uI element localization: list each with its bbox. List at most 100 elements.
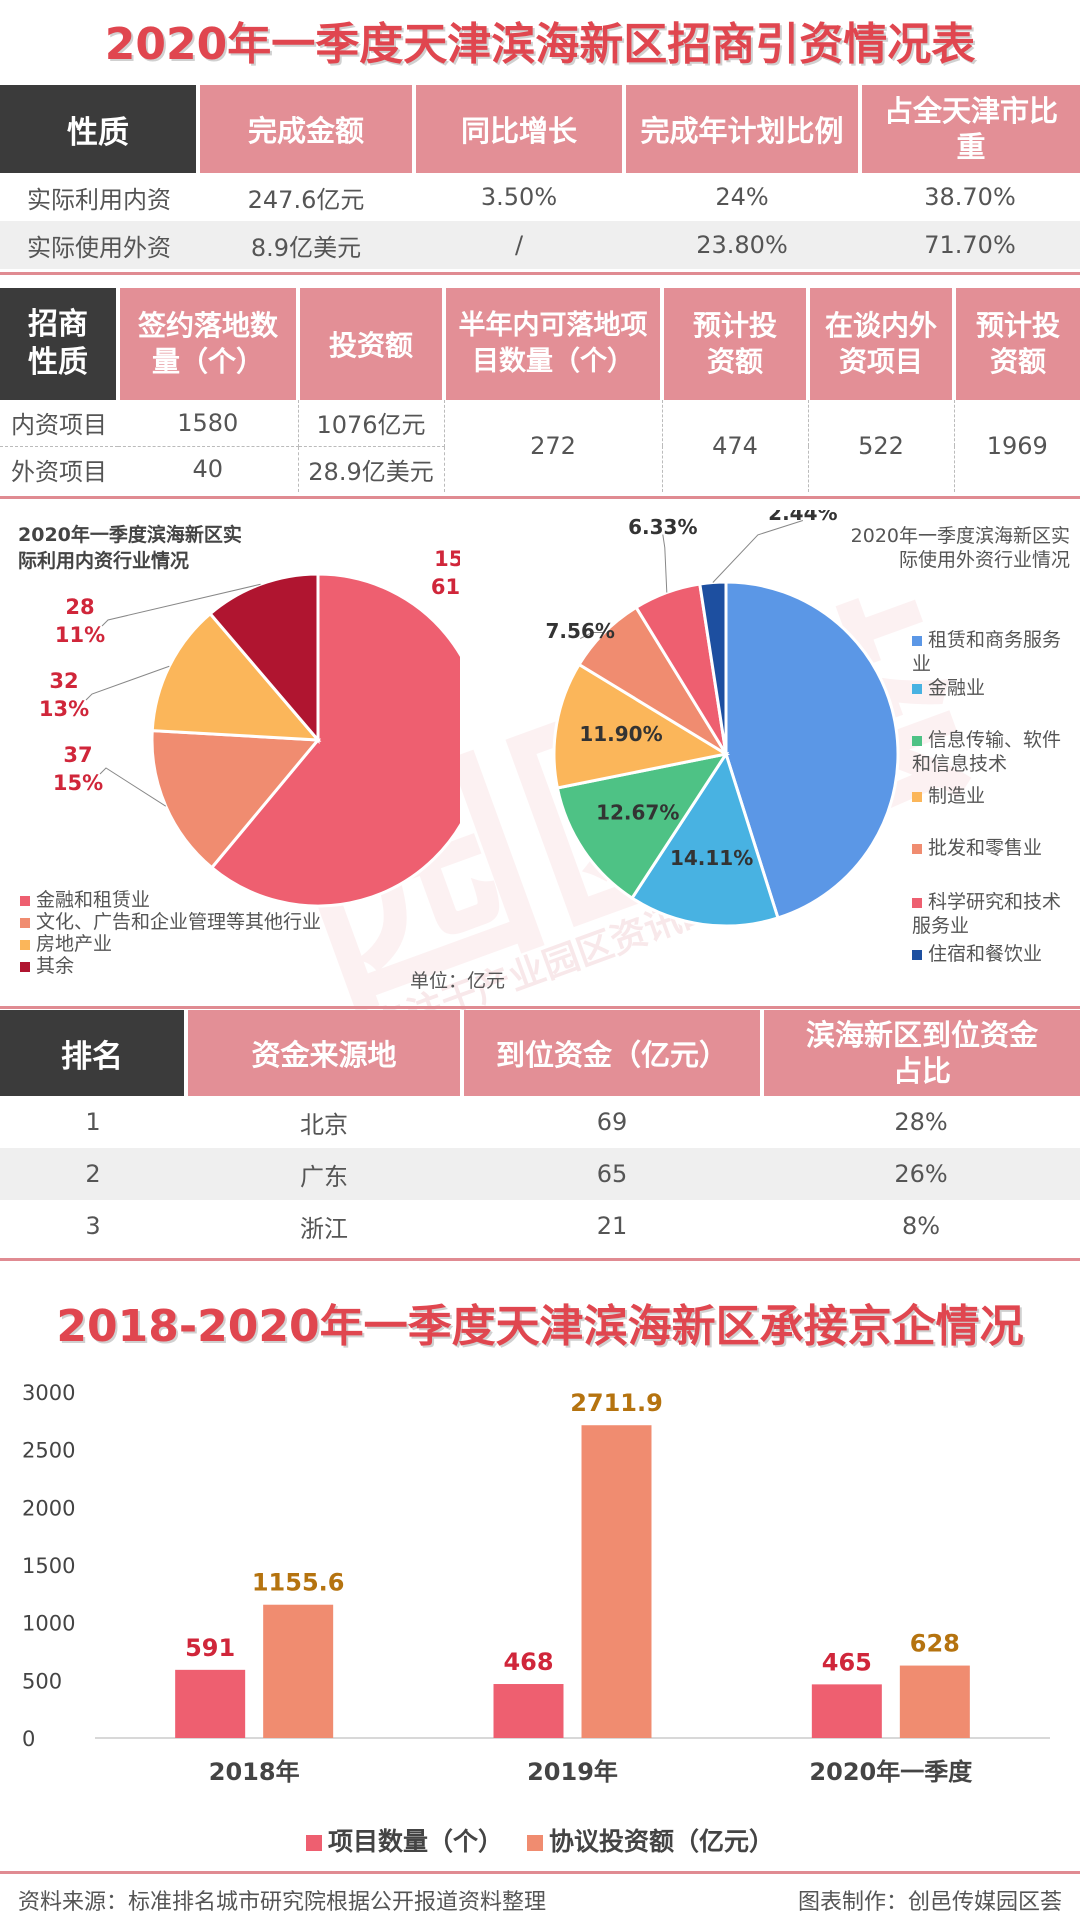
page-title: 2020年一季度天津滨海新区招商引资情况表 [104, 19, 976, 70]
legend-label: 协议投资额（亿元） [549, 1827, 775, 1856]
legend-swatch [305, 1835, 322, 1851]
beijing-enterprises-bar-chart: 0 500 1000 1500 2000 2500 3000 591 1155.6 2018年 46… [22, 1381, 1050, 1786]
credit-note: 图表制作：创邑传媒园区荟 [797, 1890, 1062, 1915]
y-tick-label: 2000 [22, 1496, 75, 1520]
t1-header-4: 占全天津市比重 [860, 85, 1080, 173]
t2-cell: 1580 [118, 400, 299, 447]
table-row: 外资项目 40 28.9亿美元 [0, 446, 1080, 492]
t2-header-1: 签约落地数量（个） [118, 288, 300, 400]
t2-cell: 28.9亿美元 [298, 446, 445, 492]
y-tick-label: 2500 [22, 1439, 75, 1463]
legend-swatch [912, 897, 922, 908]
pie2-leader-line [662, 534, 668, 593]
pie1-slice [150, 728, 322, 870]
pie2-legend-item: 制造业 [912, 784, 1062, 808]
legend-label: 信息传输、软件和信息技术 [912, 729, 1062, 775]
rank-cell: 广东 [300, 1162, 348, 1191]
pie2-slice [724, 580, 900, 920]
bar-value-label: 2711.9 [570, 1389, 663, 1417]
investment-summary-table: 性质 完成金额 同比增长 完成年计划比例 占全天津市比重 实际利用内资 247.… [0, 85, 1080, 269]
foreign-capital-pie-chart: 45.22% 14.11% 12.67% 11.90% 7.56% 6.33% 2.44% [546, 510, 900, 928]
bar-chart-title: 2018-2020年一季度天津滨海新区承接京企情况 [56, 1301, 1024, 1352]
bar-value-label: 465 [822, 1648, 872, 1676]
t1-header-2: 同比增长 [414, 85, 626, 173]
pie1-title: 2020年一季度滨海新区实际利用内资行业情况 [18, 524, 242, 572]
pie1-leader-line [99, 767, 167, 807]
pie1-pct-label: 13% [39, 697, 89, 721]
rank-cell: 28% [894, 1108, 948, 1136]
bar [899, 1665, 970, 1738]
legend-label: 租赁和商务服务业 [912, 629, 1062, 675]
pie2-pct-label: 6.33% [628, 515, 697, 539]
pie2-slice [555, 751, 730, 901]
t2-cell: 40 [118, 446, 299, 492]
t1-cell: 8.9亿美元 [250, 233, 362, 262]
source-note: 资料来源：标准排名城市研究院根据公开报道资料整理 [18, 1890, 547, 1915]
pie1-legend-item: 文化、广告和企业管理等其他行业 [20, 907, 321, 934]
pie1-slice [150, 611, 322, 742]
divider [0, 272, 1080, 275]
table-row: 2 广东 65 26% [0, 1148, 1080, 1200]
legend-swatch [912, 949, 922, 960]
y-tick-label: 500 [22, 1669, 62, 1693]
pie1-legend-item: 其余 [20, 951, 74, 978]
legend-swatch [912, 843, 922, 854]
t1-header-3: 完成年计划比例 [624, 85, 862, 173]
pie2-slice [552, 662, 731, 790]
pie2-legend-item: 租赁和商务服务业 [912, 628, 1062, 676]
legend-label: 项目数量（个） [327, 1827, 503, 1856]
legend-swatch [912, 791, 922, 802]
bar-legend: 项目数量（个） 协议投资额（亿元） [0, 1822, 1080, 1858]
rank-cell: 2 [85, 1160, 101, 1188]
divider [0, 496, 1080, 499]
t1-cell: 71.70% [924, 231, 1016, 259]
pie1-leader-line [101, 583, 261, 627]
pie1-pct-label: 61% [431, 575, 460, 599]
t2-merged-cell: 474 [662, 400, 809, 492]
legend-swatch [20, 961, 30, 972]
legend-label: 住宿和餐饮业 [928, 943, 1043, 965]
legend-label: 其余 [36, 955, 75, 977]
bar-value-label: 468 [503, 1648, 553, 1676]
pie2-slice [629, 750, 780, 928]
pie1-unit-note: 单位：亿元 [410, 970, 506, 992]
footer: 资料来源：标准排名城市研究院根据公开报道资料整理 图表制作：创邑传媒园区荟 [0, 1871, 1080, 1920]
capital-source-ranking-table: 排名 资金来源地 到位资金（亿元） 滨海新区到位资金占比 1 北京 69 28%… [0, 1010, 1080, 1252]
divider [0, 1258, 1080, 1261]
rank-cell: 3 [85, 1212, 101, 1240]
projects-table: 招商性质 签约落地数量（个） 投资额 半年内可落地项目数量（个） 预计投资额 在… [0, 288, 1080, 492]
t1-cell: 实际使用外资 [27, 233, 171, 262]
pie1-legend-item: 金融和租赁业 [20, 885, 150, 912]
legend-label: 科学研究和技术服务业 [912, 891, 1062, 937]
t2-merged-cell: 272 [444, 400, 663, 492]
rank-header-1: 资金来源地 [186, 1010, 464, 1096]
t2-header-4: 预计投资额 [662, 288, 810, 400]
legend-swatch [20, 895, 30, 906]
legend-swatch [912, 683, 922, 694]
t1-cell: 24% [715, 183, 769, 211]
rank-cell: 8% [901, 1212, 941, 1240]
pie2-pct-label: 7.56% [546, 619, 615, 643]
t2-header-2: 投资额 [298, 288, 446, 400]
pie1-value-label: 37 [63, 743, 92, 767]
rank-header-2: 到位资金（亿元） [462, 1010, 764, 1096]
rank-cell: 浙江 [300, 1214, 348, 1243]
x-tick-label: 2018年 [209, 1758, 300, 1786]
bar [811, 1684, 882, 1738]
pie1-slice [209, 572, 460, 908]
t2-cell: 外资项目 [11, 457, 107, 486]
t2-header-0: 招商性质 [0, 288, 120, 400]
pie1-legend-item: 房地产业 [20, 929, 112, 956]
table-row: 3 浙江 21 8% [0, 1200, 1080, 1252]
t2-header-5: 在谈内外资项目 [808, 288, 956, 400]
legend-swatch [912, 635, 922, 646]
t2-cell: 1076亿元 [298, 400, 445, 447]
pie2-pct-label: 11.90% [579, 722, 662, 746]
t1-cell: 实际利用内资 [27, 185, 171, 214]
t1-cell: 38.70% [924, 183, 1016, 211]
pie2-legend-item: 信息传输、软件和信息技术 [912, 728, 1062, 776]
bar [175, 1669, 246, 1738]
pie2-legend-item: 科学研究和技术服务业 [912, 890, 1062, 938]
rank-header-3: 滨海新区到位资金占比 [762, 1010, 1080, 1096]
t2-merged-cell: 522 [808, 400, 955, 492]
